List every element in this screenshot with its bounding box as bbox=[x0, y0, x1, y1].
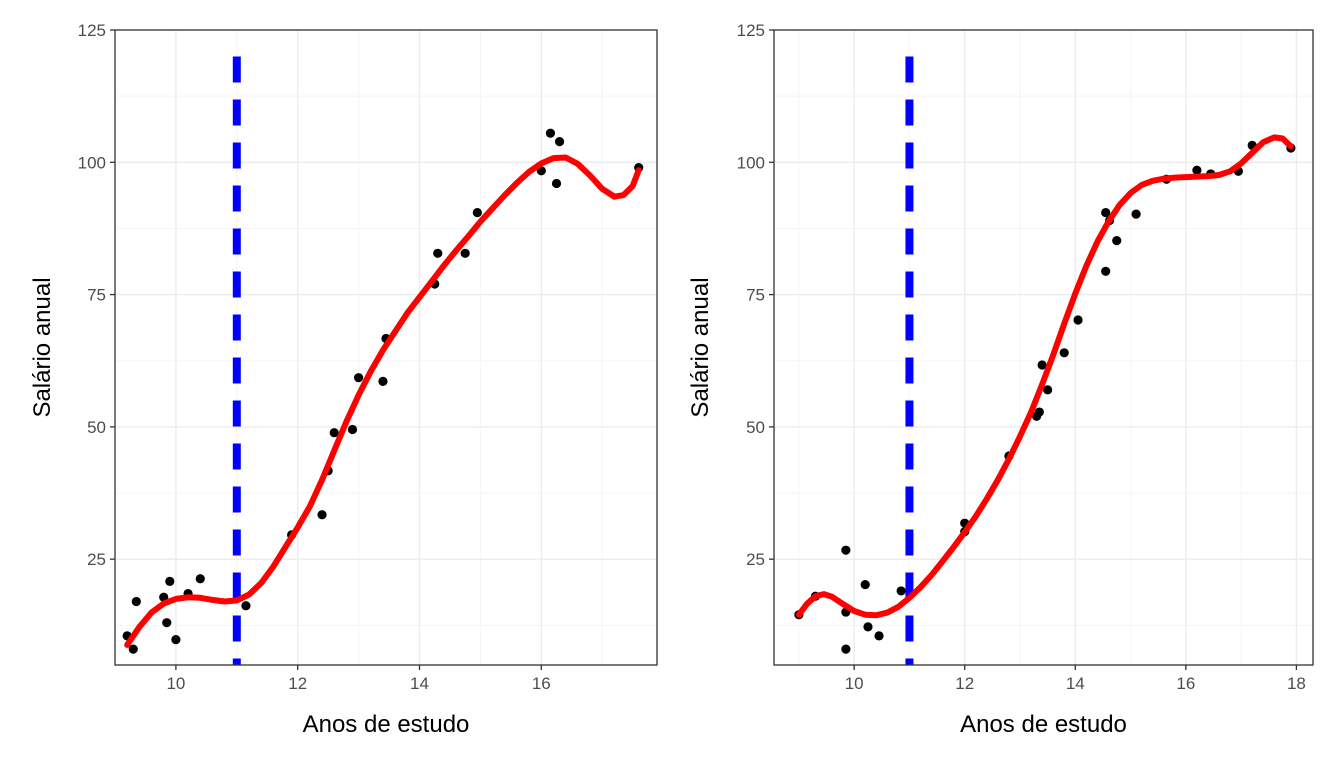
data-point bbox=[1073, 315, 1083, 325]
data-point bbox=[554, 137, 565, 147]
data-point bbox=[1034, 407, 1044, 417]
data-point bbox=[545, 128, 556, 138]
data-point bbox=[874, 631, 884, 641]
x-tick-label: 14 bbox=[410, 674, 429, 693]
data-point bbox=[241, 601, 251, 611]
y-tick-label: 100 bbox=[737, 153, 765, 172]
data-point bbox=[1101, 207, 1111, 218]
panel-border bbox=[773, 29, 1314, 666]
data-point bbox=[841, 545, 851, 555]
data-point bbox=[162, 618, 172, 628]
y-tick-label: 125 bbox=[78, 21, 106, 40]
x-axis-title: Anos de estudo bbox=[960, 711, 1127, 738]
y-tick-label: 100 bbox=[78, 153, 106, 172]
x-axis-title: Anos de estudo bbox=[303, 711, 470, 738]
y-tick-label: 25 bbox=[746, 550, 765, 569]
panel-border bbox=[114, 29, 658, 666]
y-tick-label: 75 bbox=[746, 286, 765, 305]
data-point bbox=[128, 644, 138, 654]
data-point bbox=[1192, 165, 1202, 175]
data-point bbox=[347, 424, 358, 435]
data-point bbox=[378, 376, 388, 386]
smooth-fit-line bbox=[795, 134, 1294, 619]
data-point bbox=[1059, 348, 1069, 358]
data-point bbox=[1043, 385, 1053, 395]
y-tick-label: 125 bbox=[737, 21, 765, 40]
data-point bbox=[863, 622, 873, 632]
smooth-fit-line bbox=[124, 154, 642, 648]
data-point bbox=[131, 596, 141, 607]
data-point bbox=[165, 576, 175, 586]
data-point bbox=[317, 510, 327, 520]
y-axis-title: Salário anual bbox=[29, 277, 56, 417]
data-point bbox=[472, 207, 482, 218]
y-axis-title: Salário anual bbox=[687, 277, 714, 417]
data-point bbox=[896, 586, 906, 596]
x-tick-label: 10 bbox=[166, 674, 185, 693]
x-tick-label: 12 bbox=[288, 674, 307, 693]
x-tick-label: 18 bbox=[1287, 674, 1306, 693]
data-point bbox=[1131, 209, 1141, 219]
x-tick-label: 12 bbox=[955, 674, 974, 693]
data-point bbox=[171, 635, 181, 645]
data-point bbox=[460, 248, 470, 258]
left-panel: 10 12 14 16 25 50 75 100 125 Anos de estudo Salári… bbox=[29, 21, 658, 738]
data-point bbox=[195, 574, 205, 584]
y-tick-label: 50 bbox=[87, 418, 106, 437]
data-point bbox=[1101, 266, 1111, 276]
x-tick-label: 16 bbox=[532, 674, 551, 693]
data-point bbox=[551, 178, 562, 189]
y-tick-label: 25 bbox=[87, 550, 106, 569]
data-point bbox=[1037, 360, 1047, 370]
x-tick-label: 14 bbox=[1066, 674, 1085, 693]
plot-background bbox=[774, 30, 1313, 665]
data-point bbox=[841, 644, 851, 654]
x-tick-label: 10 bbox=[845, 674, 864, 693]
data-point bbox=[433, 248, 443, 258]
data-point bbox=[860, 579, 870, 590]
y-tick-label: 75 bbox=[87, 286, 106, 305]
data-point bbox=[1112, 236, 1122, 246]
data-point bbox=[329, 428, 339, 438]
right-panel: 10 12 14 16 18 25 50 75 100 125 Anos de estudo Salá… bbox=[687, 21, 1314, 738]
data-point bbox=[353, 373, 364, 383]
x-tick-label: 16 bbox=[1176, 674, 1195, 693]
y-tick-label: 50 bbox=[746, 418, 765, 437]
